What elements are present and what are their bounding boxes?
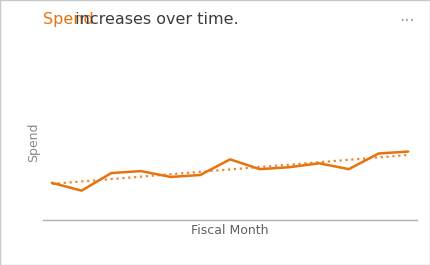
X-axis label: Fiscal Month: Fiscal Month: [191, 224, 269, 237]
Text: increases over time.: increases over time.: [70, 12, 238, 27]
Text: Spend: Spend: [43, 12, 94, 27]
Y-axis label: Spend: Spend: [27, 122, 40, 162]
Text: ···: ···: [399, 12, 415, 30]
